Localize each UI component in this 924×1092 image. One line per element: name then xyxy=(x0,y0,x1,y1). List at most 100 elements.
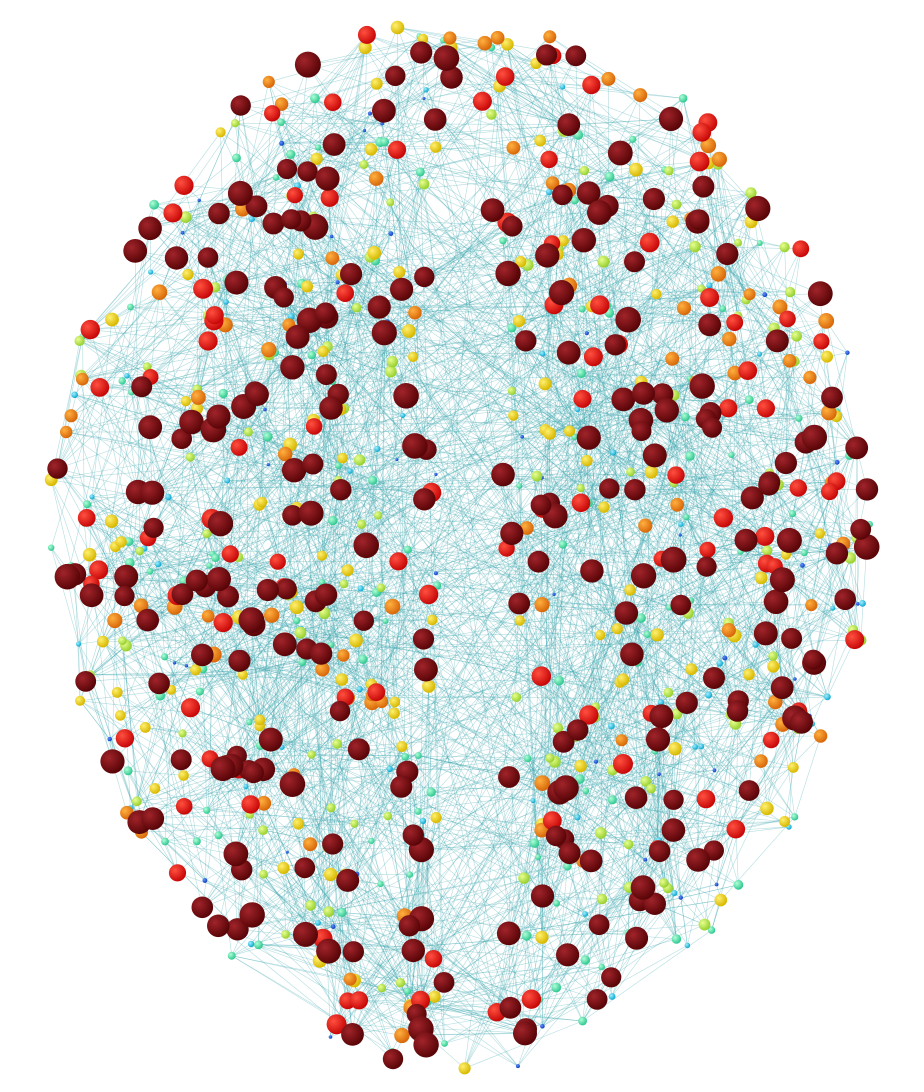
node xyxy=(415,167,425,177)
edge xyxy=(376,83,569,191)
node xyxy=(272,632,297,657)
node xyxy=(371,320,397,346)
edge xyxy=(130,306,351,472)
edge xyxy=(554,431,570,762)
node xyxy=(726,700,749,722)
edge xyxy=(80,700,260,721)
edge xyxy=(341,274,398,460)
node xyxy=(79,583,104,608)
edge xyxy=(159,695,178,873)
edge xyxy=(653,198,708,550)
edge xyxy=(541,786,546,824)
edge xyxy=(356,307,375,482)
edge xyxy=(297,332,385,338)
edge xyxy=(337,743,402,787)
edge xyxy=(341,912,421,1001)
edge xyxy=(327,684,372,848)
node xyxy=(607,140,633,166)
edge xyxy=(84,523,154,529)
edge xyxy=(804,455,850,553)
edge xyxy=(654,884,739,905)
edge xyxy=(281,57,447,144)
edge xyxy=(341,912,412,1008)
edge xyxy=(631,475,677,655)
edge xyxy=(150,141,385,226)
edge xyxy=(789,291,857,449)
edge xyxy=(111,225,151,522)
edge xyxy=(146,423,175,607)
edge xyxy=(147,537,185,582)
node xyxy=(230,438,248,456)
edge xyxy=(711,790,750,931)
edge xyxy=(785,360,790,464)
edge xyxy=(196,349,269,390)
edge xyxy=(393,585,438,714)
edge xyxy=(247,162,709,434)
node xyxy=(788,509,797,518)
edge xyxy=(272,113,383,124)
edge xyxy=(375,243,553,261)
edge xyxy=(78,643,81,701)
edge xyxy=(588,617,642,716)
edge xyxy=(511,390,846,600)
edge xyxy=(196,206,257,390)
edge xyxy=(569,853,586,961)
edge xyxy=(360,588,546,787)
edge xyxy=(598,832,602,925)
node xyxy=(500,521,524,546)
edge xyxy=(294,322,735,471)
edge xyxy=(660,635,735,703)
edge xyxy=(764,491,830,537)
node xyxy=(382,618,389,624)
edge xyxy=(199,589,269,692)
node xyxy=(393,383,419,409)
node xyxy=(631,421,652,441)
node xyxy=(639,232,660,253)
edge xyxy=(214,303,286,316)
edge xyxy=(172,212,504,475)
node xyxy=(706,282,713,289)
node xyxy=(604,171,615,182)
node xyxy=(100,749,125,774)
edge xyxy=(694,246,697,383)
edge xyxy=(296,508,396,703)
edge xyxy=(309,843,415,947)
edge xyxy=(411,966,602,1007)
edge xyxy=(513,55,554,148)
edge xyxy=(706,418,858,441)
edge xyxy=(640,381,810,717)
edge xyxy=(111,521,261,746)
edge xyxy=(451,47,637,170)
node xyxy=(574,774,585,784)
edge xyxy=(612,770,660,852)
edge xyxy=(777,484,838,554)
node xyxy=(395,458,399,462)
edge xyxy=(624,242,761,402)
node xyxy=(388,707,400,719)
edge xyxy=(311,354,603,900)
edge xyxy=(568,124,677,940)
edge xyxy=(122,380,399,562)
edge xyxy=(552,94,641,184)
edge xyxy=(358,852,570,1001)
edge xyxy=(254,271,400,392)
node xyxy=(573,389,592,408)
node xyxy=(386,355,399,368)
node xyxy=(351,302,362,313)
edge xyxy=(375,178,618,629)
edge xyxy=(293,122,709,471)
edge xyxy=(263,829,333,845)
node xyxy=(648,840,671,863)
edge xyxy=(341,587,382,680)
edge xyxy=(347,880,511,1009)
edge xyxy=(220,582,412,1008)
edge xyxy=(654,884,739,905)
node xyxy=(853,534,880,560)
edge xyxy=(424,190,569,278)
edge xyxy=(131,392,153,493)
edge xyxy=(99,218,252,388)
edge xyxy=(781,565,803,688)
edge xyxy=(407,312,419,992)
node xyxy=(540,150,558,169)
edge xyxy=(370,149,392,234)
